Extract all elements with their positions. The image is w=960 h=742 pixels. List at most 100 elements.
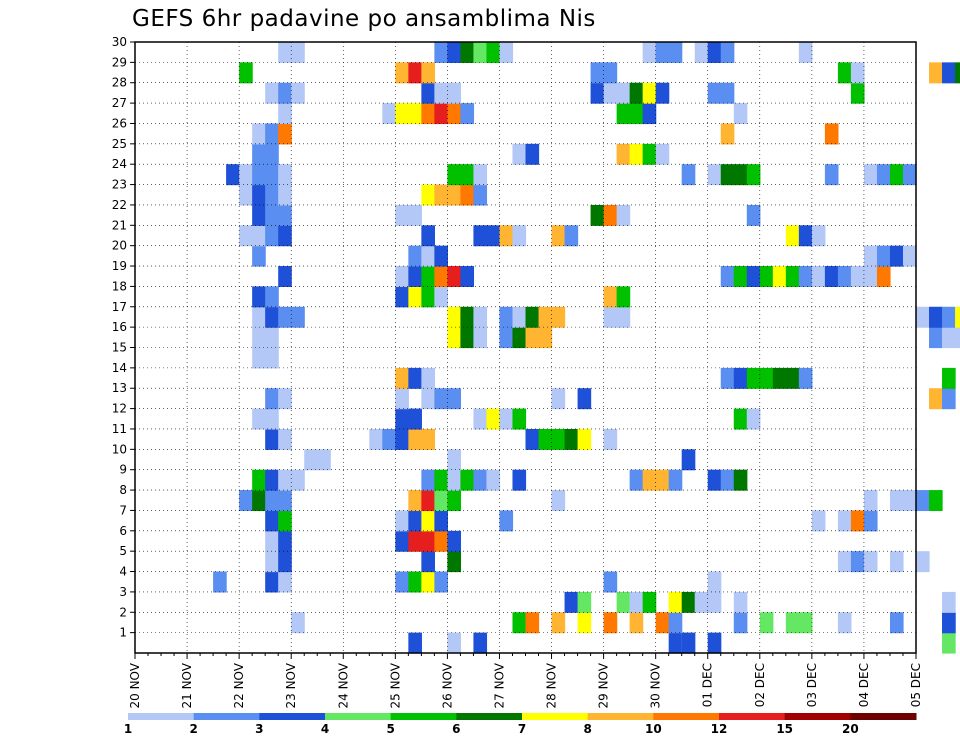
heatmap-cell: [629, 103, 644, 125]
heatmap-cell: [265, 571, 279, 593]
heatmap-cell: [421, 469, 435, 491]
heatmap-cell: [525, 143, 540, 165]
heatmap-cell: [239, 184, 253, 206]
x-tick-label: 22 NOV: [232, 662, 246, 708]
heatmap-cell: [447, 530, 462, 552]
heatmap-cell: [759, 266, 774, 287]
heatmap-cell: [278, 388, 292, 410]
x-tick-label: 01 DEC: [701, 663, 715, 707]
heatmap-cell: [642, 591, 657, 613]
y-tick-label: 2: [119, 605, 127, 619]
heatmap-cell: [395, 428, 409, 450]
heatmap-cell: [434, 245, 448, 267]
heatmap-cell: [551, 428, 566, 450]
x-tick-label: 25 NOV: [388, 662, 402, 708]
heatmap-cell: [395, 408, 409, 430]
heatmap-cell: [759, 612, 774, 634]
heatmap-cell: [916, 551, 930, 573]
heatmap-cell: [785, 225, 800, 247]
heatmap-cell: [304, 449, 318, 471]
heatmap-cell: [265, 204, 279, 226]
heatmap-cell: [486, 469, 501, 491]
heatmap-cell: [421, 286, 435, 308]
heatmap-cell: [655, 143, 670, 165]
heatmap-cell: [252, 164, 266, 186]
heatmap-cell: [278, 490, 292, 512]
heatmap-cell: [916, 306, 930, 328]
y-tick-label: 27: [112, 96, 127, 110]
heatmap-cell: [707, 632, 722, 654]
heatmap-cell: [525, 327, 540, 349]
y-tick-label: 24: [112, 157, 127, 171]
heatmap-cell: [733, 367, 748, 389]
heatmap-cell: [473, 184, 488, 206]
x-axis: 20 NOV 21 NOV 22 NOV 23 NOV 24 NOV 25 NOV 26 N…: [128, 653, 923, 709]
heatmap-cell: [707, 571, 722, 593]
heatmap-cell: [512, 612, 527, 634]
heatmap-cell: [746, 367, 761, 389]
heatmap-cell: [447, 469, 462, 491]
heatmap-cell: [733, 469, 748, 491]
y-tick-label: 3: [119, 585, 127, 599]
heatmap-cell: [265, 510, 279, 532]
heatmap-cell: [265, 123, 279, 145]
colorbar-label: 7: [518, 722, 526, 736]
heatmap-cell: [824, 123, 839, 145]
heatmap-cell: [889, 551, 904, 573]
heatmap-cell: [889, 490, 904, 512]
heatmap-cell: [265, 164, 279, 186]
heatmap-cell: [278, 571, 292, 593]
heatmap-cell: [811, 510, 826, 532]
heatmap-cell: [577, 612, 592, 634]
heatmap-cell: [720, 123, 735, 145]
heatmap-cell: [265, 530, 279, 552]
y-tick-label: 19: [112, 259, 127, 273]
heatmap-cell: [239, 490, 253, 512]
heatmap-cell: [447, 82, 462, 104]
heatmap-cell: [512, 225, 527, 247]
heatmap-cell: [291, 42, 305, 63]
heatmap-cell: [942, 327, 956, 349]
heatmap-cell: [668, 591, 683, 613]
heatmap-cell: [603, 204, 618, 226]
heatmap-cell: [421, 388, 435, 410]
heatmap-cell: [395, 530, 409, 552]
heatmap-cell: [772, 367, 787, 389]
heatmap-cell: [590, 204, 605, 226]
colorbar-label: 8: [583, 722, 591, 736]
heatmap-cell: [473, 225, 488, 247]
heatmap-cell: [942, 62, 956, 84]
heatmap-cell: [421, 551, 435, 573]
heatmap-cell: [603, 428, 618, 450]
heatmap-cell: [655, 612, 670, 634]
heatmap-cell: [538, 306, 553, 328]
y-tick-label: 23: [112, 178, 127, 192]
heatmap-cell: [668, 469, 683, 491]
heatmap-cell: [564, 591, 579, 613]
heatmap-cell: [473, 632, 488, 654]
heatmap-cell: [447, 103, 462, 125]
heatmap-cell: [291, 612, 305, 634]
heatmap-cell: [733, 591, 748, 613]
heatmap-cell: [408, 408, 422, 430]
heatmap-cell: [278, 123, 292, 145]
heatmap-cell: [278, 184, 292, 206]
heatmap-cell: [434, 571, 448, 593]
heatmap-cell: [798, 42, 813, 63]
heatmap-cell: [408, 510, 422, 532]
heatmap-cell: [798, 225, 813, 247]
heatmap-cell: [473, 306, 488, 328]
heatmap-cell: [291, 82, 305, 104]
y-tick-label: 7: [119, 503, 127, 517]
heatmap-cell: [551, 490, 566, 512]
heatmap-cell: [863, 510, 878, 532]
heatmap-cell: [772, 266, 787, 287]
heatmap-cell: [460, 469, 475, 491]
heatmap-cell: [408, 490, 422, 512]
heatmap-cell: [278, 164, 292, 186]
heatmap-cell: [408, 266, 422, 287]
y-tick-label: 8: [119, 483, 127, 497]
heatmap-cell: [382, 103, 396, 125]
heatmap-cell: [252, 184, 266, 206]
heatmap-cell: [942, 388, 956, 410]
